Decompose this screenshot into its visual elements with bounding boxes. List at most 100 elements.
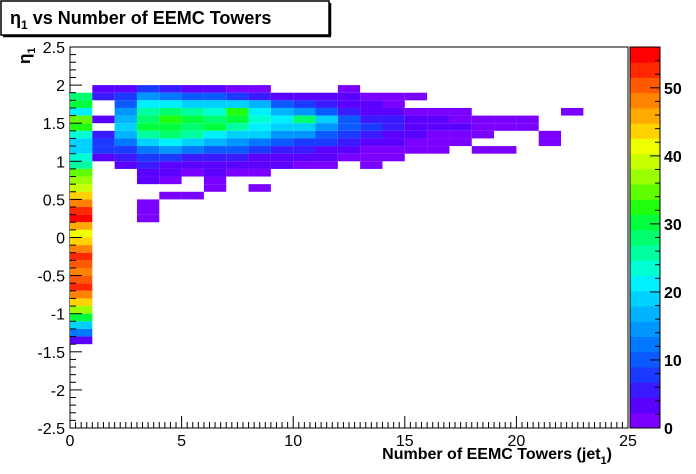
x-axis-label: Number of EEMC Towers (jet1) [382, 446, 612, 467]
heatmap-cell [270, 138, 294, 147]
heatmap-cell [114, 146, 137, 154]
heatmap-cell [404, 115, 428, 124]
heatmap-cell [203, 153, 227, 162]
x-tick-label: 10 [284, 433, 302, 450]
heatmap-cell [70, 283, 93, 291]
color-scale-swatch [630, 199, 660, 216]
heatmap-cell [293, 146, 316, 154]
heatmap-cell [226, 161, 249, 169]
heatmap-cell [404, 123, 428, 131]
heatmap-cell [226, 138, 249, 147]
heatmap-cell [360, 138, 383, 147]
heatmap-cell [92, 146, 115, 154]
heatmap-cell [70, 328, 93, 337]
heatmap-cell [136, 107, 160, 116]
heatmap-cell [136, 85, 160, 93]
heatmap-cell [449, 123, 472, 131]
heatmap-cell [70, 138, 93, 147]
heatmap-cell [114, 153, 137, 162]
heatmap-cell [449, 115, 472, 124]
heatmap-cell [471, 146, 495, 154]
heatmap-cell [181, 161, 204, 169]
heatmap-cell [181, 100, 204, 108]
color-scale-swatch [630, 184, 660, 200]
heatmap-cell [337, 146, 361, 154]
heatmap-cell [360, 123, 383, 131]
heatmap-cell [70, 176, 93, 185]
heatmap-cell [315, 161, 338, 169]
heatmap-cell [226, 92, 249, 101]
heatmap-cell [360, 100, 383, 108]
heatmap-cell [203, 138, 227, 147]
heatmap-cell [203, 161, 227, 169]
heatmap-cell [270, 130, 294, 139]
heatmap-cell [70, 229, 93, 238]
heatmap-cell [136, 161, 160, 169]
heatmap-cell [70, 168, 93, 177]
y-axis-label-subscript: 1 [26, 47, 38, 53]
color-scale-swatch [630, 138, 660, 155]
y-tick-label: -1.5 [37, 345, 65, 362]
color-scale-swatch [630, 412, 660, 429]
heatmap-cell [136, 153, 160, 162]
heatmap-cell [70, 184, 93, 192]
heatmap-cell [315, 100, 338, 108]
heatmap-cell [293, 107, 316, 116]
heatmap-cell [203, 85, 227, 93]
chart-title: η1 vs Number of EEMC Towers [10, 8, 271, 32]
heatmap-cell [181, 92, 204, 101]
heatmap-cell [181, 115, 204, 124]
heatmap-cell [203, 115, 227, 124]
heatmap-cell [293, 130, 316, 139]
heatmap-cell [293, 161, 316, 169]
x-axis-label-text: Number of EEMC Towers (jet [382, 446, 601, 463]
heatmap-cell [270, 92, 294, 101]
x-tick-label: 15 [396, 433, 414, 450]
y-tick-label: -1 [51, 307, 65, 324]
svg-text:η1: η1 [15, 47, 38, 64]
y-tick-label: 1 [56, 154, 65, 171]
heatmap-cell [427, 138, 450, 147]
heatmap-cell [360, 115, 383, 124]
z-tick-label: 10 [664, 353, 682, 370]
heatmap-cell [226, 123, 249, 131]
heatmap-cell [136, 176, 160, 185]
heatmap-cell [382, 100, 405, 108]
heatmap-cell [494, 123, 517, 131]
heatmap-cell [159, 92, 182, 101]
heatmap-cell [203, 107, 227, 116]
heatmap-cell [70, 245, 93, 253]
z-tick-label: 50 [664, 81, 682, 98]
heatmap-cell [449, 107, 472, 116]
heatmap-cell [382, 115, 405, 124]
heatmap-cell [181, 130, 204, 139]
heatmap-cell [92, 92, 115, 101]
y-tick-label: -2.5 [37, 421, 65, 438]
color-scale-swatch [630, 47, 660, 63]
color-scale-swatch [630, 214, 660, 231]
heatmap-cell [226, 107, 249, 116]
color-scale-swatch [630, 336, 660, 353]
heatmap-cell [427, 146, 450, 154]
heatmap-cell [337, 85, 361, 93]
heatmap-cell [226, 168, 249, 177]
heatmap-cell [248, 130, 271, 139]
heatmap-cell [136, 207, 160, 215]
heatmap-cell [538, 130, 562, 139]
heatmap-cell [360, 130, 383, 139]
heatmap-cell [315, 123, 338, 131]
heatmap-cell [315, 138, 338, 147]
heatmap-cell [159, 107, 182, 116]
heatmap-cell [114, 161, 137, 169]
x-tick-label: 5 [177, 433, 186, 450]
color-scale-swatch [630, 260, 660, 276]
heatmap-cell [136, 115, 160, 124]
heatmap-cell [136, 100, 160, 108]
heatmap-cell [70, 130, 93, 139]
heatmap-cell [181, 153, 204, 162]
heatmap-cell [114, 123, 137, 131]
heatmap-cell [70, 237, 93, 246]
heatmap-cell [427, 130, 450, 139]
y-axis-label: η1 [15, 47, 38, 64]
heatmap-cell [449, 138, 472, 147]
